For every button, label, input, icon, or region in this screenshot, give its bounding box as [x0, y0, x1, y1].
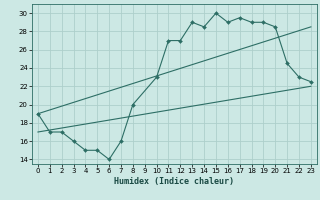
X-axis label: Humidex (Indice chaleur): Humidex (Indice chaleur) — [115, 177, 234, 186]
